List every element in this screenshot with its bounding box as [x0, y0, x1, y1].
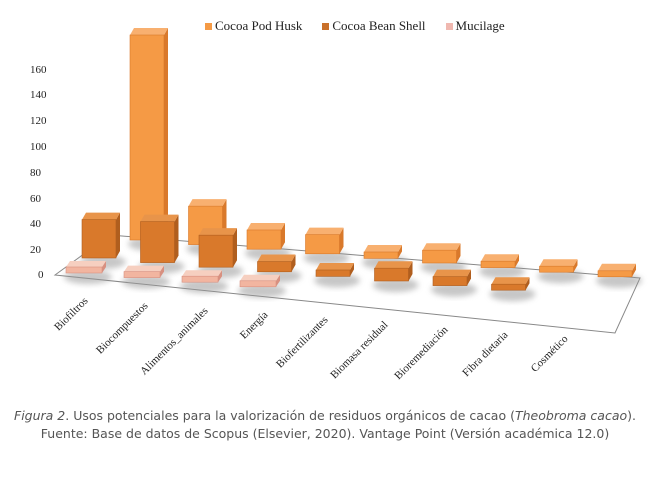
species-name: Theobroma cacao	[514, 408, 628, 423]
y-tick-label: 40	[30, 218, 41, 230]
chart-legend: Cocoa Pod Husk Cocoa Bean Shell Mucilage	[205, 18, 505, 34]
bar-mucilage	[123, 265, 164, 278]
caption-text: ).	[627, 408, 636, 423]
bar-cocoa-pod-husk	[246, 222, 285, 250]
bar-cocoa-pod-husk	[129, 28, 168, 241]
legend-label: Mucilage	[455, 18, 505, 33]
legend-swatch-pod-husk	[205, 22, 212, 30]
caption-line-2: Fuente: Base de datos de Scopus (Elsevie…	[40, 426, 610, 441]
y-tick-label: 20	[30, 244, 41, 256]
y-tick-label: 120	[30, 115, 47, 127]
legend-swatch-bean-shell	[322, 22, 330, 30]
figure-caption: Figura 2. Usos potenciales para la valor…	[0, 407, 650, 443]
figure-label: Figura 2	[14, 408, 66, 423]
caption-text: . Usos potenciales para la valorización …	[65, 408, 515, 423]
bar-cocoa-bean-shell	[140, 214, 179, 263]
bar-cocoa-bean-shell	[198, 228, 237, 268]
legend-label: Cocoa Pod Husk	[215, 18, 303, 33]
bar-cocoa-bean-shell	[491, 277, 530, 291]
bar-cocoa-bean-shell	[432, 269, 471, 286]
y-tick-label: 60	[30, 193, 41, 205]
bar-mucilage	[181, 270, 222, 283]
bar-cocoa-bean-shell	[81, 212, 120, 259]
bar-cocoa-bean-shell	[315, 262, 354, 277]
bar-cocoa-pod-husk	[480, 254, 519, 268]
bar-mucilage	[65, 261, 106, 274]
bar-cocoa-pod-husk	[422, 243, 461, 264]
bars-group	[64, 28, 642, 302]
legend-label: Cocoa Bean Shell	[332, 18, 426, 33]
y-tick-label: 100	[30, 141, 47, 153]
y-tick-label: 140	[30, 89, 47, 101]
legend-item-bean-shell: Cocoa Bean Shell	[322, 18, 426, 34]
legend-item-pod-husk: Cocoa Pod Husk	[205, 18, 302, 34]
bar-cocoa-pod-husk	[597, 263, 636, 278]
y-tick-label: 80	[30, 167, 41, 179]
legend-item-mucilage: Mucilage	[445, 18, 505, 34]
legend-swatch-mucilage	[445, 22, 453, 30]
bar-mucilage	[239, 274, 280, 288]
chart-plot-area	[53, 28, 642, 334]
bar-cocoa-pod-husk	[363, 244, 402, 259]
bar-cocoa-pod-husk	[305, 227, 344, 255]
bar-cocoa-bean-shell	[257, 254, 296, 273]
y-tick-label: 160	[30, 64, 47, 76]
caption-line-1: Figura 2. Usos potenciales para la valor…	[0, 407, 650, 425]
bar-cocoa-bean-shell	[374, 261, 413, 282]
y-tick-label: 0	[38, 269, 44, 281]
bar-cocoa-pod-husk	[539, 259, 578, 273]
